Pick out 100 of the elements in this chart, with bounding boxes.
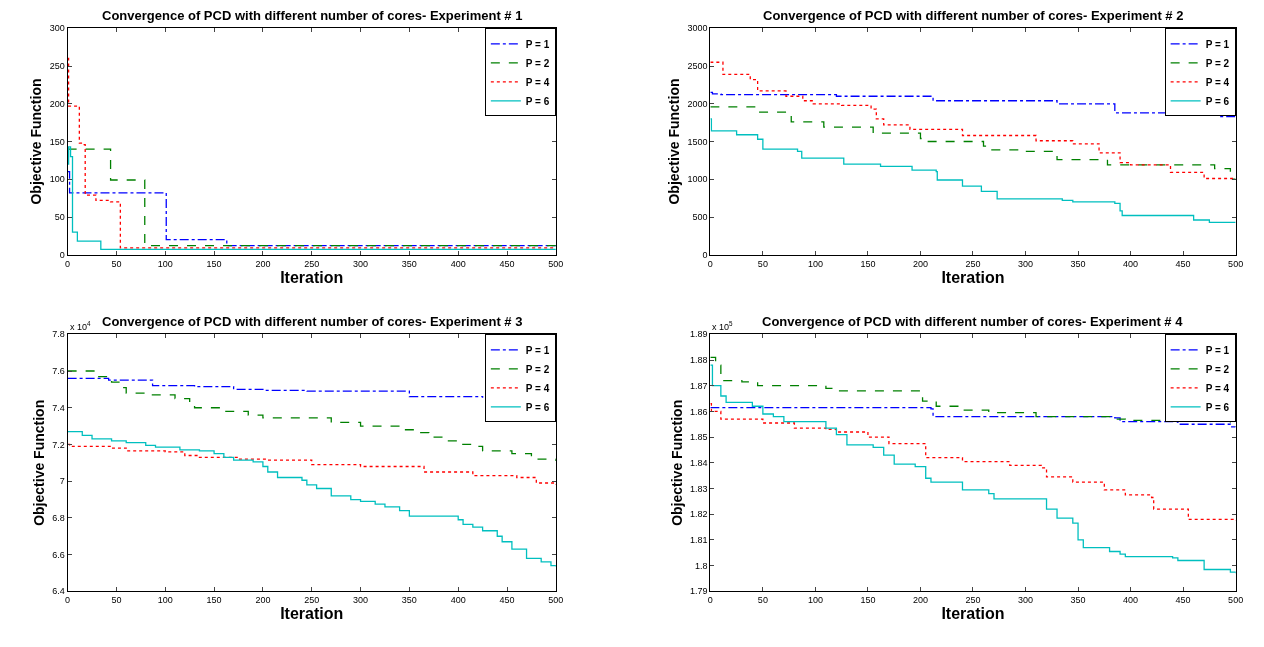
y-axis-title: Objective Function (28, 78, 45, 205)
x-tick-label: 350 (401, 595, 417, 606)
y-tick-label: 1.86 (690, 406, 708, 417)
x-tick-label: 400 (1123, 258, 1139, 269)
chart-title: Convergence of PCD with different number of cores- Experiment # 4 (762, 314, 1184, 329)
x-tick-label: 450 (1175, 258, 1191, 269)
x-tick-label: 50 (757, 258, 768, 269)
y-tick-label: 1.82 (690, 509, 708, 520)
x-tick-label: 100 (807, 258, 823, 269)
x-tick-label: 450 (499, 258, 515, 269)
y-tick-label: 7.8 (52, 329, 65, 340)
y-tick-label: 7 (59, 476, 65, 487)
y-tick-label: 7.6 (52, 366, 65, 377)
y-tick-label: 1.84 (690, 457, 708, 468)
legend-label: P = 1 (1205, 344, 1230, 356)
y-tick-label: 1.89 (690, 329, 708, 340)
y-tick-label: 1000 (687, 174, 708, 185)
x-tick-label: 50 (111, 258, 122, 269)
x-tick-label: 500 (548, 595, 564, 606)
y-tick-label: 6.4 (52, 586, 65, 597)
x-tick-label: 100 (157, 258, 173, 269)
x-tick-label: 200 (255, 595, 271, 606)
legend-label: P = 1 (525, 344, 550, 356)
text: x 10$^{5}$ (712, 320, 734, 332)
y-tick-label: 1500 (687, 136, 708, 147)
legend-label: P = 1 (1205, 38, 1230, 50)
x-tick-label: 150 (860, 258, 876, 269)
y-tick-label: 1.8 (695, 560, 708, 571)
y-tick-label: 1.81 (690, 535, 708, 546)
legend-label: P = 2 (525, 363, 550, 375)
x-tick-label: 50 (757, 595, 768, 606)
legend-label: P = 6 (525, 95, 550, 107)
x-tick-label: 300 (1018, 595, 1034, 606)
x-tick-label: 350 (1070, 595, 1086, 606)
y-tick-label: 1.85 (690, 432, 708, 443)
legend-label: P = 4 (525, 382, 550, 394)
x-tick-label: 250 (304, 258, 320, 269)
legend-label: P = 6 (1205, 95, 1230, 107)
legend-label: P = 2 (1205, 363, 1230, 375)
x-tick-label: 200 (912, 258, 928, 269)
x-tick-label: 450 (1175, 595, 1191, 606)
x-tick-label: 450 (499, 595, 515, 606)
x-tick-label: 150 (860, 595, 876, 606)
text: x 10$^{4}$ (70, 320, 92, 332)
y-tick-label: 500 (692, 212, 708, 223)
x-tick-label: 400 (450, 595, 466, 606)
y-tick-label: 1.87 (690, 380, 708, 391)
y-tick-label: 7.2 (52, 439, 65, 450)
x-tick-label: 100 (807, 595, 823, 606)
y-axis-title: Objective Function (668, 399, 685, 526)
x-tick-label: 200 (255, 258, 271, 269)
y-tick-label: 1.79 (690, 586, 708, 597)
y-tick-label: 0 (59, 249, 65, 260)
legend-label: P = 2 (525, 57, 550, 69)
x-tick-label: 50 (111, 595, 122, 606)
legend-label: P = 4 (525, 76, 550, 88)
y-tick-label: 100 (49, 174, 65, 185)
x-tick-label: 150 (206, 595, 222, 606)
y-tick-label: 1.88 (690, 355, 708, 366)
y-tick-label: 50 (54, 212, 65, 223)
chart-title: Convergence of PCD with different number of cores- Experiment # 1 (102, 8, 523, 23)
y-tick-label: 250 (49, 61, 65, 72)
legend-label: P = 4 (1205, 382, 1230, 394)
y-tick-label: 2000 (687, 98, 708, 109)
x-tick-label: 300 (353, 595, 369, 606)
legend-label: P = 6 (1205, 401, 1230, 413)
legend-label: P = 2 (1205, 57, 1230, 69)
x-tick-label: 500 (548, 258, 564, 269)
y-tick-label: 0 (702, 249, 708, 260)
x-tick-label: 250 (965, 595, 981, 606)
x-axis-title: Iteration (280, 605, 344, 623)
y-tick-label: 7.4 (52, 402, 65, 413)
y-tick-label: 6.6 (52, 549, 65, 560)
y-tick-label: 3000 (687, 23, 708, 34)
legend-label: P = 4 (1205, 76, 1230, 88)
legend-label: P = 1 (525, 38, 550, 50)
x-tick-label: 200 (912, 595, 928, 606)
x-tick-label: 500 (1228, 595, 1244, 606)
x-axis-title: Iteration (941, 605, 1005, 623)
x-tick-label: 400 (1123, 595, 1139, 606)
x-tick-label: 250 (304, 595, 320, 606)
x-axis-title: Iteration (280, 268, 344, 286)
x-tick-label: 350 (1070, 258, 1086, 269)
y-tick-label: 200 (49, 98, 65, 109)
x-tick-label: 300 (1018, 258, 1034, 269)
y-tick-label: 150 (49, 136, 65, 147)
chart-title: Convergence of PCD with different number of cores- Experiment # 3 (102, 314, 523, 329)
y-tick-label: 300 (49, 23, 65, 34)
chart-title: Convergence of PCD with different number of cores- Experiment # 2 (763, 8, 1184, 23)
legend-label: P = 6 (525, 401, 550, 413)
x-tick-label: 250 (965, 258, 981, 269)
x-tick-label: 150 (206, 258, 222, 269)
y-tick-label: 2500 (687, 61, 708, 72)
x-tick-label: 350 (401, 258, 417, 269)
x-tick-label: 100 (157, 595, 173, 606)
x-tick-label: 500 (1228, 258, 1244, 269)
y-tick-label: 1.83 (690, 483, 708, 494)
y-axis-title: Objective Function (30, 399, 47, 526)
y-tick-label: 6.8 (52, 513, 65, 524)
y-axis-title: Objective Function (666, 78, 683, 205)
